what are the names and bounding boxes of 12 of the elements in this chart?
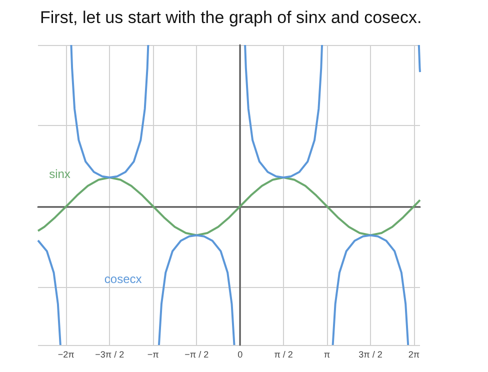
x-tick-label: π — [324, 350, 330, 360]
series-label: sinx — [49, 167, 70, 182]
x-tick-label: −2π — [58, 350, 74, 360]
series-label: cosecx — [104, 272, 142, 286]
x-tick-label: 2π — [408, 350, 420, 360]
x-tick-label: 3π / 2 — [358, 350, 382, 360]
x-tick-label: −3π / 2 — [95, 350, 124, 360]
chart-title: First, let us start with the graph of sinx and cosecx. — [40, 8, 422, 27]
x-tick-label: −π — [147, 350, 159, 360]
x-tick-label: 0 — [238, 350, 243, 360]
x-tick-label: π / 2 — [274, 350, 293, 360]
x-tick-label: −π / 2 — [184, 350, 209, 360]
